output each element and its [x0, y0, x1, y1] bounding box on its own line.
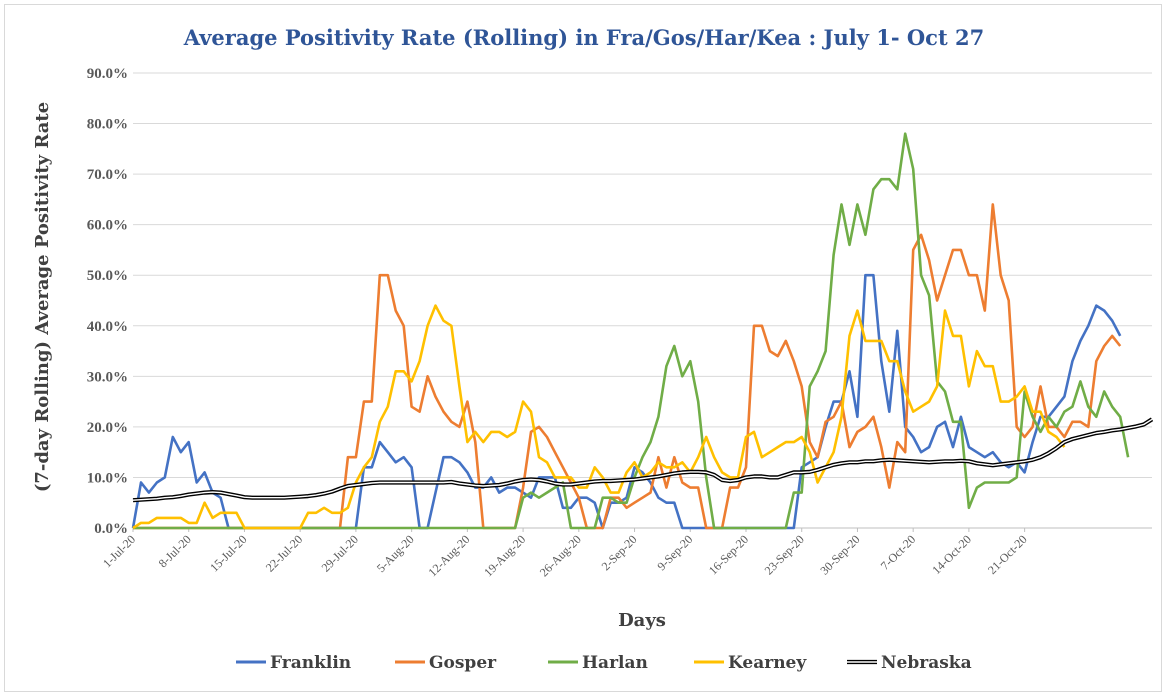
series-line-kearney: [132, 304, 1066, 530]
x-axis-ticks: 1-Jul-20 8-Jul-20 15-Jul-20 22-Jul-20 29-Jul…: [100, 528, 1030, 579]
x-tick-label: 29-Jul-20: [319, 532, 361, 574]
y-tick-label: 80.0%: [87, 117, 128, 133]
y-tick-label: 50.0%: [87, 268, 128, 284]
legend-label-harlan: Harlan: [582, 653, 648, 673]
y-axis-ticks: 0.0% 10.0% 20.0% 30.0% 40.0% 50.0% 60.0% 70.0% 8…: [87, 66, 128, 537]
x-tick-label: 23-Sep-20: [762, 532, 807, 577]
x-tick-label: 12-Aug-20: [425, 532, 472, 579]
y-tick-label: 70.0%: [87, 167, 128, 183]
legend-label-franklin: Franklin: [270, 653, 351, 673]
legend-label-nebraska: Nebraska: [881, 653, 972, 673]
y-axis-label: (7-day Rolling) Average Positivity Rate: [32, 102, 53, 492]
y-tick-label: 20.0%: [87, 420, 128, 436]
x-tick-label: 30-Sep-20: [817, 532, 862, 577]
x-tick-label: 8-Jul-20: [156, 532, 194, 570]
chart-frame: [4, 4, 1162, 692]
series-line-nebraska: [132, 418, 1153, 501]
y-tick-label: 40.0%: [87, 319, 128, 335]
x-tick-label: 7-Oct-20: [878, 532, 919, 573]
x-tick-label: 19-Aug-20: [481, 532, 528, 579]
chart-title: Average Positivity Rate (Rolling) in Fra…: [183, 25, 984, 50]
x-tick-label: 14-Oct-20: [929, 532, 974, 577]
y-tick-label: 90.0%: [87, 66, 128, 82]
legend-label-kearney: Kearney: [728, 653, 807, 673]
x-tick-label: 15-Jul-20: [207, 532, 249, 574]
series-lines: [131, 132, 1154, 530]
x-tick-label: 21-Oct-20: [985, 532, 1030, 577]
x-tick-label: 9-Sep-20: [654, 532, 695, 573]
x-tick-label: 26-Aug-20: [537, 532, 584, 579]
y-tick-label: 30.0%: [87, 369, 128, 385]
legend: Franklin Gosper Harlan Kearney Nebraska: [236, 653, 972, 673]
x-axis-label: Days: [618, 610, 666, 631]
x-tick-label: 5-Aug-20: [374, 532, 417, 575]
y-tick-label: 10.0%: [87, 470, 128, 486]
series-line-franklin: [131, 273, 1122, 530]
y-tick-label: 0.0%: [94, 521, 128, 537]
x-tick-label: 22-Jul-20: [263, 532, 305, 574]
y-tick-label: 60.0%: [87, 218, 128, 234]
x-tick-label: 16-Sep-20: [706, 532, 751, 577]
x-tick-label: 2-Sep-20: [599, 532, 640, 573]
legend-label-gosper: Gosper: [429, 653, 497, 673]
x-tick-label: 1-Jul-20: [100, 532, 138, 570]
